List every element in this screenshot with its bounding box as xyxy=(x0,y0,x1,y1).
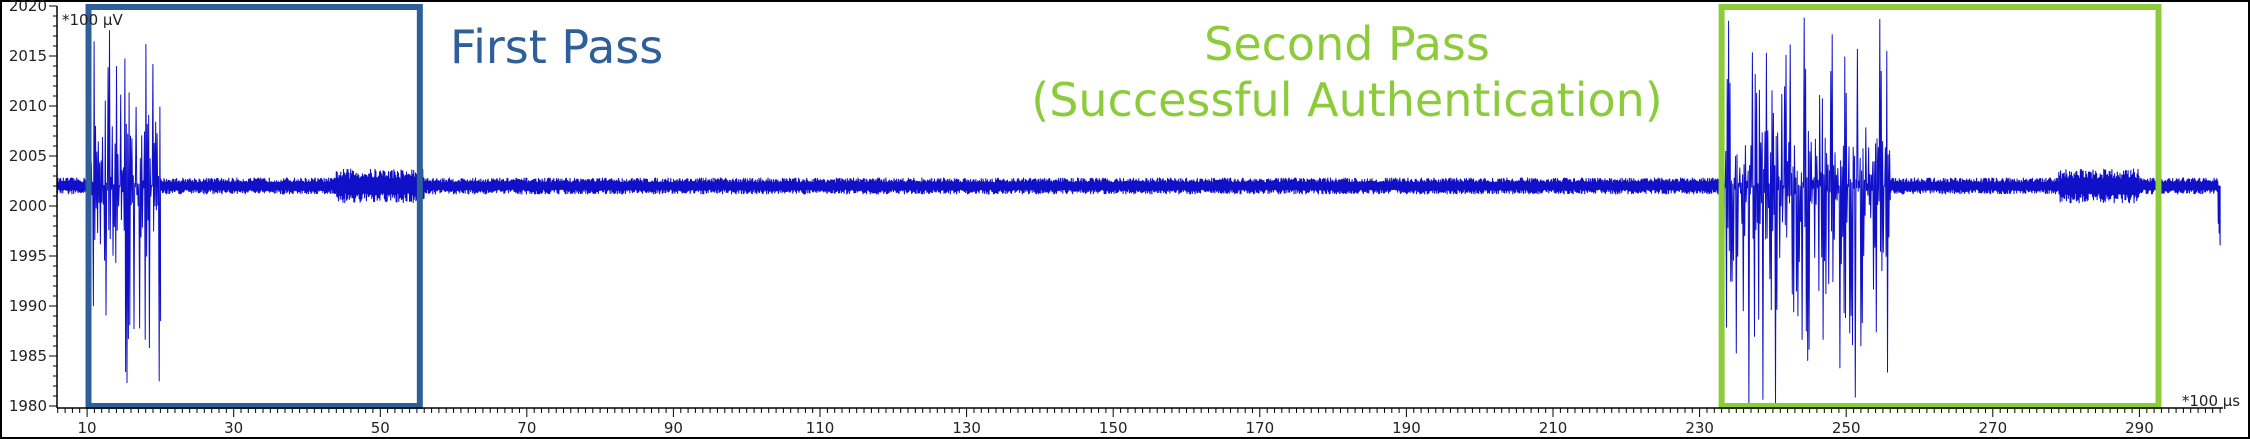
x-tick-label: 150 xyxy=(1099,419,1128,437)
x-tick-label: 230 xyxy=(1685,419,1714,437)
series-group xyxy=(56,17,2221,407)
series-segment xyxy=(2217,185,2221,246)
x-tick-label: 50 xyxy=(371,419,390,437)
y-tick-label: 1980 xyxy=(9,397,47,415)
x-tick-label: 270 xyxy=(1979,419,2008,437)
x-minor-ticks xyxy=(57,408,2221,417)
y-minor-ticks xyxy=(49,5,57,407)
x-tick-label: 290 xyxy=(2125,419,2154,437)
series-segment xyxy=(2058,168,2140,204)
series-segment xyxy=(56,177,88,195)
y-tick-label: 2010 xyxy=(9,97,47,115)
x-tick-label: 70 xyxy=(517,419,536,437)
series-segment xyxy=(335,168,425,204)
y-tick-label: 1990 xyxy=(9,297,47,315)
x-unit-label: *100 µs xyxy=(2182,392,2240,410)
x-tick-label: 250 xyxy=(1832,419,1861,437)
x-tick-labels: 10 30 50 70 90 110 130 150 170 190 210 230 250 270 290 xyxy=(78,419,2154,437)
y-tick-label: 1985 xyxy=(9,347,47,365)
x-tick-label: 10 xyxy=(78,419,97,437)
x-tick-label: 30 xyxy=(224,419,243,437)
x-tick-label: 110 xyxy=(806,419,835,437)
x-tick-label: 170 xyxy=(1246,419,1275,437)
annotation-box xyxy=(85,4,423,409)
annotation-box xyxy=(1718,4,2162,409)
x-tick-label: 190 xyxy=(1392,419,1421,437)
series-segment xyxy=(159,177,337,195)
x-tick-label: 130 xyxy=(952,419,981,437)
axes-group xyxy=(56,6,2223,409)
annotation-label: First Pass xyxy=(450,20,663,74)
series-segment xyxy=(1889,177,2060,195)
y-tick-labels: 1980 1985 1990 1995 2000 2005 2010 2015 2020 xyxy=(9,0,47,415)
minor-ticks xyxy=(49,5,2221,417)
y-tick-label: 2015 xyxy=(9,47,47,65)
annotation-label: Second Pass xyxy=(1204,17,1490,71)
annotations-group: First Pass Second Pass(Successful Authent… xyxy=(85,4,2162,409)
annotation-label: (Successful Authentication) xyxy=(1031,73,1663,127)
y-tick-label: 2000 xyxy=(9,197,47,215)
series-segment xyxy=(2138,177,2219,195)
y-tick-label: 2020 xyxy=(9,0,47,15)
x-tick-label: 90 xyxy=(664,419,683,437)
y-unit-label: *100 µV xyxy=(62,11,123,29)
series-segment xyxy=(1721,17,1891,407)
x-tick-label: 210 xyxy=(1539,419,1568,437)
y-tick-label: 2005 xyxy=(9,147,47,165)
y-tick-label: 1995 xyxy=(9,247,47,265)
series-segment xyxy=(423,177,1723,195)
series-segment xyxy=(86,30,162,384)
